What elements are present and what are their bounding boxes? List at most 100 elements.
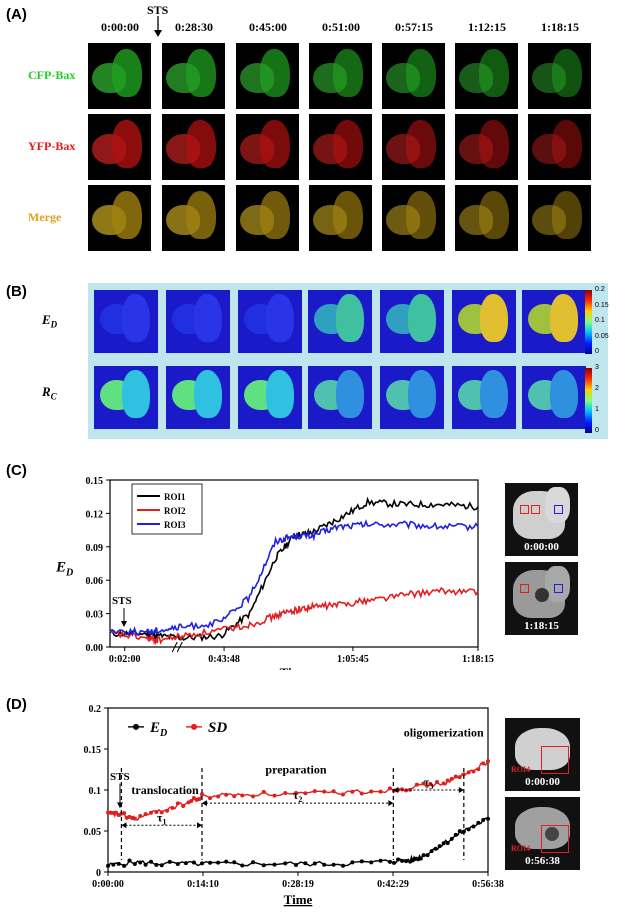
colorbar-tick: 3: [595, 364, 599, 371]
sts-label: STS: [112, 595, 132, 607]
legend-marker-sd: [191, 723, 197, 730]
phase-label-oligomerization: oligomerization: [404, 726, 484, 740]
data-point: [143, 812, 148, 817]
data-point: [154, 862, 159, 867]
data-point: [322, 789, 327, 794]
panel-a-sts-label: STS: [147, 3, 169, 17]
data-point: [191, 860, 196, 865]
phase-label-translocation: translocation: [131, 783, 199, 797]
fret-map-tile: [452, 290, 516, 353]
microscopy-tile: [455, 43, 518, 109]
data-point: [481, 818, 486, 823]
timepoint-label: 1:12:15: [468, 20, 506, 34]
x-tick-label: 0:28:19: [282, 879, 314, 890]
phase-label-preparation: preparation: [265, 763, 326, 777]
data-point: [232, 794, 237, 799]
data-point: [106, 863, 110, 868]
panel-b-label: (B): [6, 283, 27, 300]
x-tick-label: 0:56:38: [472, 879, 504, 890]
data-point: [293, 862, 298, 867]
axis-break: [171, 641, 178, 653]
timepoint-label: 0:57:15: [395, 20, 433, 34]
data-point: [159, 810, 164, 815]
sts-label: STS: [110, 771, 130, 783]
data-point: [414, 782, 419, 787]
roi2-marker: [531, 505, 540, 514]
panel-c-chart: 0.00 0.03 0.06 0.09 0.12 0.15 0:02:00 0:43:48 1:…: [55, 476, 494, 670]
colorbar-tick: 1: [595, 406, 599, 413]
data-point: [340, 863, 345, 868]
microscopy-tile: [236, 185, 299, 251]
data-point: [400, 787, 405, 792]
data-point: [167, 859, 172, 864]
panel-b-row-rc-label: RC: [42, 384, 57, 402]
microscopy-tile: [528, 43, 591, 109]
data-point: [441, 781, 446, 786]
data-point: [181, 804, 186, 809]
fret-map-tile: [452, 366, 516, 429]
data-point: [359, 859, 364, 864]
panel-d-inset-2: ROI4 0:56:38: [505, 797, 580, 870]
fret-map-tile: [522, 290, 586, 353]
timepoint-label: 1:18:15: [541, 20, 579, 34]
legend-entry-sd: SD: [208, 720, 227, 736]
panel-d-chart: 0 0.05 0.1 0.15 0.2 0:00:00 0:14:10 0:28:19 0:42…: [84, 704, 504, 907]
data-point: [251, 860, 256, 865]
data-point: [240, 793, 245, 798]
panel-c-inset-2-time: 1:18:15: [524, 620, 559, 632]
roi4-box-late: [541, 825, 569, 853]
x-tick-label: 0:02:00: [109, 654, 141, 665]
microscopy-tile: [382, 185, 445, 251]
data-point: [312, 861, 317, 866]
data-point: [240, 863, 245, 868]
data-point: [350, 789, 355, 794]
y-axis-label: ED: [55, 560, 73, 579]
data-point: [232, 860, 237, 865]
data-point: [453, 774, 458, 779]
sts-arrowhead-icon: [121, 621, 127, 627]
microscopy-tile: [88, 43, 151, 109]
y-tick-label: 0.1: [89, 786, 102, 797]
colorbar-tick: 0.1: [595, 317, 605, 324]
fret-map-tile: [308, 290, 372, 353]
data-point: [481, 761, 486, 766]
y-tick-label: 0.03: [86, 610, 104, 621]
fret-map-tile: [166, 366, 230, 429]
tau-label: τ3: [424, 775, 434, 791]
data-point: [138, 814, 143, 819]
data-point: [437, 844, 442, 849]
panel-c-label: (C): [6, 462, 27, 479]
data-point: [322, 862, 327, 867]
plot-frame: [109, 479, 479, 648]
data-point: [429, 849, 434, 854]
data-point: [293, 791, 298, 796]
fret-map-tile: [238, 366, 302, 429]
panel-c-inset-1-time: 0:00:00: [524, 541, 559, 553]
data-point: [216, 794, 221, 799]
data-point: [434, 779, 439, 784]
microscopy-tile: [236, 43, 299, 109]
panel-d-label: (D): [6, 696, 27, 713]
fret-map-tile: [308, 366, 372, 429]
data-point: [441, 841, 446, 846]
series-line-roi3: [109, 519, 479, 637]
microscopy-tile: [528, 114, 591, 180]
x-axis-label: Time: [280, 665, 309, 670]
data-point: [283, 790, 288, 795]
data-point: [331, 862, 336, 867]
x-tick-label: 0:00:00: [92, 879, 124, 890]
legend-entry: ROI1: [164, 492, 186, 502]
colorbar-tick: 0: [595, 427, 599, 434]
data-point: [466, 827, 471, 832]
x-tick-label: 0:43:48: [208, 654, 240, 665]
data-point: [425, 853, 430, 858]
data-point: [457, 775, 462, 780]
data-point: [418, 856, 423, 861]
panel-d-inset-1: ROI4 0:00:00: [505, 718, 580, 791]
roi3-marker: [554, 505, 563, 514]
data-point: [199, 792, 204, 797]
microscopy-tile: [382, 43, 445, 109]
microscopy-tile: [382, 114, 445, 180]
data-point: [148, 859, 153, 864]
fret-map-tile: [380, 290, 444, 353]
